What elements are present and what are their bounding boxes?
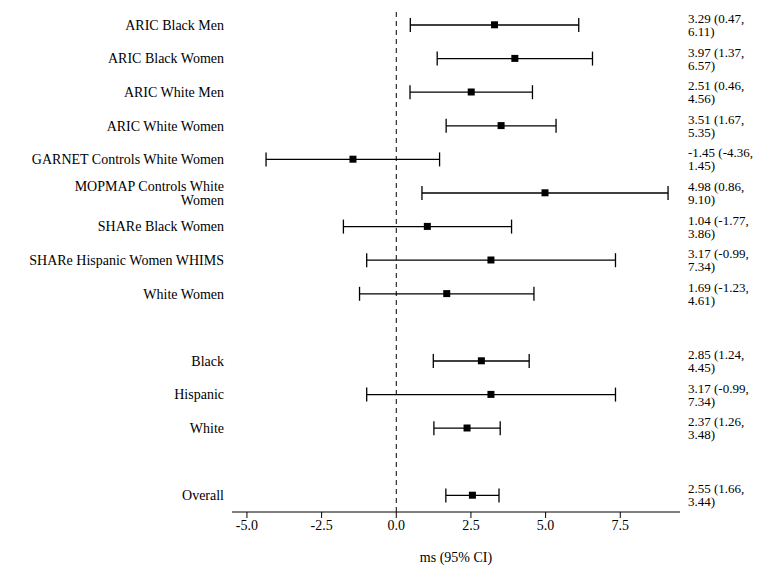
- svg-text:White: White: [190, 421, 224, 436]
- svg-text:2.37 (1.26,3.48): 2.37 (1.26,3.48): [688, 414, 744, 442]
- svg-text:0.0: 0.0: [388, 518, 406, 533]
- svg-text:Black: Black: [191, 354, 224, 369]
- svg-text:ARIC Black Men: ARIC Black Men: [125, 18, 224, 33]
- svg-text:3.29 (0.47,6.11): 3.29 (0.47,6.11): [688, 11, 744, 39]
- svg-text:White Women: White Women: [143, 287, 224, 302]
- svg-text:1.04 (-1.77,3.86): 1.04 (-1.77,3.86): [688, 213, 749, 241]
- svg-text:5.0: 5.0: [537, 518, 555, 533]
- svg-text:ARIC White Men: ARIC White Men: [124, 85, 224, 100]
- svg-text:3.17 (-0.99,7.34): 3.17 (-0.99,7.34): [688, 381, 749, 409]
- svg-text:1.69 (-1.23,4.61): 1.69 (-1.23,4.61): [688, 280, 749, 308]
- svg-text:2.55 (1.66,3.44): 2.55 (1.66,3.44): [688, 481, 744, 509]
- svg-text:7.5: 7.5: [612, 518, 630, 533]
- svg-text:3.51 (1.67,5.35): 3.51 (1.67,5.35): [688, 112, 744, 140]
- svg-text:2.51 (0.46,4.56): 2.51 (0.46,4.56): [688, 78, 744, 106]
- svg-text:SHARe Black Women: SHARe Black Women: [98, 219, 224, 234]
- svg-text:-5.0: -5.0: [236, 518, 258, 533]
- svg-text:SHARe Hispanic Women WHIMS: SHARe Hispanic Women WHIMS: [29, 253, 224, 268]
- svg-text:4.98 (0.86,9.10): 4.98 (0.86,9.10): [688, 179, 744, 207]
- svg-text:ARIC White Women: ARIC White Women: [107, 119, 224, 134]
- svg-text:-1.45 (-4.36,1.45): -1.45 (-4.36,1.45): [688, 145, 753, 173]
- svg-text:ARIC Black Women: ARIC Black Women: [108, 51, 224, 66]
- svg-text:GARNET Controls White Women: GARNET Controls White Women: [32, 152, 224, 167]
- svg-text:Overall: Overall: [182, 488, 224, 503]
- svg-text:3.17 (-0.99,7.34): 3.17 (-0.99,7.34): [688, 246, 749, 274]
- svg-text:MOPMAP Controls WhiteWomen: MOPMAP Controls WhiteWomen: [75, 179, 224, 208]
- svg-text:2.85 (1.24,4.45): 2.85 (1.24,4.45): [688, 347, 744, 375]
- svg-text:3.97 (1.37,6.57): 3.97 (1.37,6.57): [688, 45, 744, 73]
- svg-text:Hispanic: Hispanic: [174, 387, 224, 402]
- svg-text:ms (95% CI): ms (95% CI): [420, 550, 493, 566]
- svg-text:2.5: 2.5: [462, 518, 480, 533]
- svg-text:-2.5: -2.5: [311, 518, 333, 533]
